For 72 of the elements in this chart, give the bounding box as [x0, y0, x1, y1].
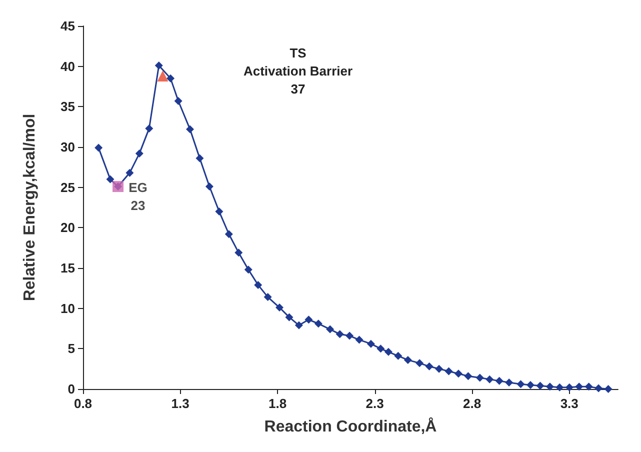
y-tick-label: 40	[60, 58, 75, 74]
point	[135, 149, 144, 158]
y-axis-title: Relative Energy,kcal/mol	[22, 114, 38, 302]
point	[196, 154, 204, 162]
point	[546, 382, 554, 391]
point	[304, 316, 313, 324]
point	[536, 382, 544, 390]
y-tick-label: 45	[60, 18, 75, 34]
point	[556, 383, 564, 392]
point	[126, 168, 134, 177]
x-tick-label: 1.8	[268, 396, 287, 411]
point	[157, 70, 168, 82]
point	[604, 385, 612, 393]
point	[275, 304, 284, 312]
point	[464, 372, 472, 380]
point	[594, 384, 603, 392]
point	[435, 364, 444, 373]
point	[215, 208, 224, 216]
point	[285, 313, 294, 322]
annotation: TS Activation Barrier 37	[243, 46, 353, 96]
y-tick-label: 35	[60, 99, 75, 114]
point	[526, 380, 534, 389]
y-tick-label: 25	[60, 180, 75, 195]
x-tick-label: 1.3	[171, 396, 190, 411]
point	[505, 378, 514, 387]
y-tick-label: 15	[60, 260, 75, 276]
point	[416, 359, 424, 368]
point	[106, 175, 114, 184]
point	[384, 348, 392, 356]
point	[486, 375, 494, 384]
point	[154, 62, 163, 70]
point	[516, 380, 525, 388]
point	[336, 330, 344, 338]
x-axis-title: Reaction Coordinate,Å	[264, 416, 438, 436]
annotation: EG 23	[128, 180, 148, 214]
point	[394, 352, 402, 360]
point	[444, 367, 453, 376]
x-tick-label: 3.3	[560, 396, 578, 411]
point	[145, 124, 154, 132]
x-tick-label: 2.3	[366, 396, 384, 411]
point	[244, 266, 252, 274]
point	[314, 320, 322, 328]
y-tick-label: 0	[68, 382, 75, 396]
point	[476, 374, 484, 382]
point	[366, 340, 375, 348]
point	[584, 382, 593, 391]
x-tick-label: 2.8	[463, 396, 482, 411]
point	[186, 125, 194, 134]
y-tick-label: 20	[60, 220, 75, 236]
point	[174, 97, 182, 106]
point	[294, 321, 303, 330]
point	[205, 182, 214, 191]
point	[454, 370, 462, 378]
point	[166, 74, 175, 82]
point	[495, 376, 504, 385]
point	[376, 344, 385, 353]
point	[425, 362, 434, 370]
point	[355, 336, 364, 344]
point	[565, 383, 574, 392]
point	[404, 356, 412, 364]
point	[94, 144, 103, 152]
point	[234, 248, 243, 257]
y-tick-label: 5	[68, 341, 75, 356]
point	[254, 280, 262, 289]
point	[346, 332, 354, 340]
y-tick-label: 10	[60, 300, 75, 316]
point	[264, 293, 272, 302]
point	[575, 382, 584, 391]
point	[326, 325, 334, 334]
point	[224, 230, 233, 238]
y-tick-label: 30	[60, 140, 75, 154]
x-tick-label: 0.8	[74, 396, 92, 411]
